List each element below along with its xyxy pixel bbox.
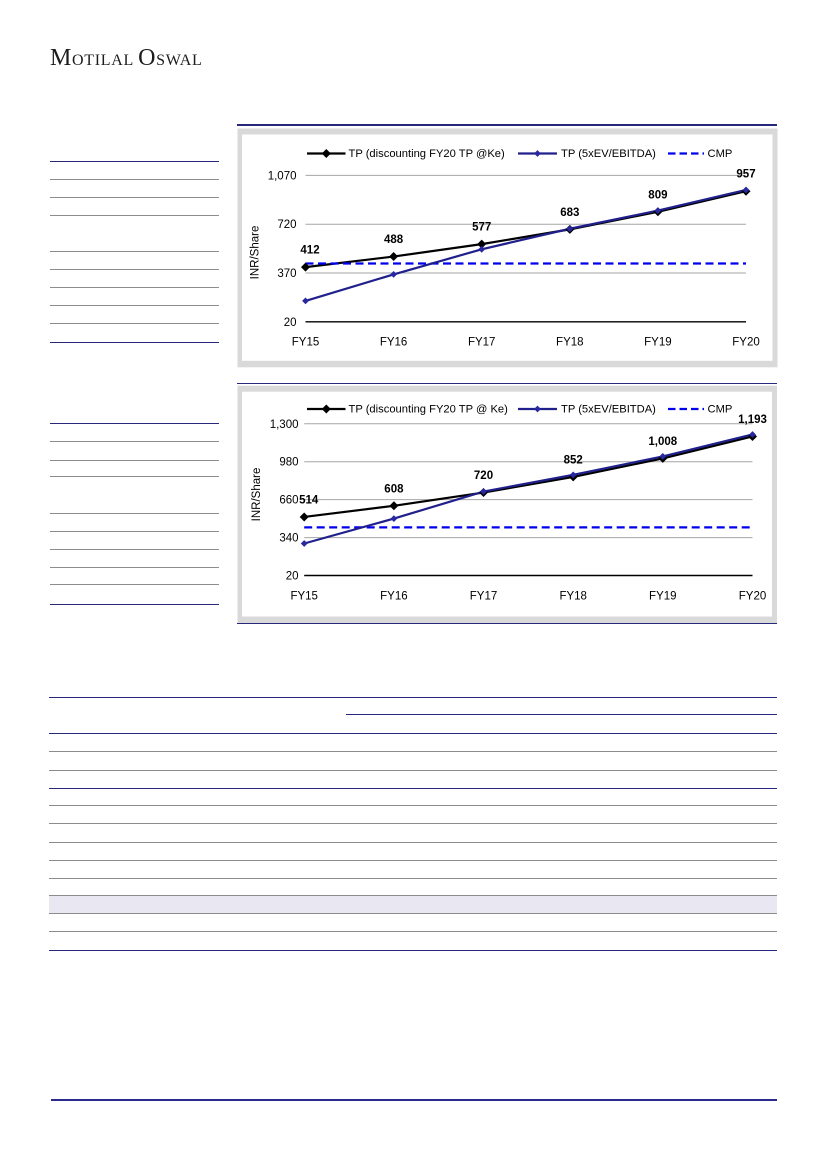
svg-text:683: 683: [560, 207, 579, 219]
svg-text:FY16: FY16: [380, 337, 408, 349]
svg-text:INR/Share: INR/Share: [249, 226, 261, 280]
svg-text:957: 957: [736, 169, 755, 181]
svg-text:1,300: 1,300: [270, 419, 299, 431]
svg-text:TP (5xEV/EBITDA): TP (5xEV/EBITDA): [561, 404, 656, 416]
svg-text:FY19: FY19: [644, 337, 672, 349]
svg-text:577: 577: [472, 222, 491, 234]
svg-text:FY20: FY20: [732, 337, 760, 349]
svg-text:FY20: FY20: [739, 591, 767, 603]
svg-text:FY17: FY17: [468, 337, 496, 349]
svg-text:852: 852: [564, 454, 583, 466]
svg-text:FY18: FY18: [559, 591, 587, 603]
svg-text:370: 370: [277, 268, 296, 280]
svg-text:TP (discounting FY20 TP @ Ke): TP (discounting FY20 TP @ Ke): [349, 404, 509, 416]
svg-text:FY18: FY18: [556, 337, 584, 349]
svg-text:1,008: 1,008: [648, 436, 677, 448]
svg-text:340: 340: [279, 533, 298, 545]
svg-text:CMP: CMP: [708, 404, 733, 416]
svg-text:CMP: CMP: [708, 148, 733, 160]
svg-text:1,070: 1,070: [268, 170, 297, 182]
svg-text:608: 608: [384, 483, 404, 495]
svg-text:20: 20: [284, 317, 297, 329]
svg-text:720: 720: [277, 219, 296, 231]
svg-text:FY16: FY16: [380, 591, 408, 603]
svg-text:FY19: FY19: [649, 591, 677, 603]
svg-text:514: 514: [299, 494, 319, 506]
svg-text:980: 980: [279, 457, 298, 469]
svg-text:1,193: 1,193: [738, 414, 767, 426]
svg-text:412: 412: [300, 245, 319, 257]
svg-text:FY15: FY15: [292, 337, 320, 349]
svg-text:FY15: FY15: [290, 591, 318, 603]
svg-text:TP (discounting FY20 TP @Ke): TP (discounting FY20 TP @Ke): [349, 148, 506, 160]
svg-text:488: 488: [384, 234, 404, 246]
svg-text:809: 809: [648, 189, 667, 201]
svg-text:TP (5xEV/EBITDA): TP (5xEV/EBITDA): [561, 148, 656, 160]
svg-text:20: 20: [286, 571, 299, 583]
svg-text:660: 660: [279, 495, 298, 507]
svg-text:INR/Share: INR/Share: [251, 468, 263, 522]
svg-text:720: 720: [474, 470, 493, 482]
svg-text:FY17: FY17: [470, 591, 498, 603]
